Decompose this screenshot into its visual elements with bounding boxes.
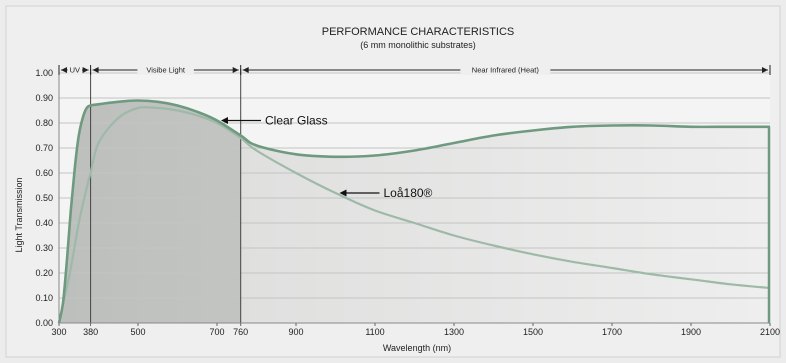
arrow-left-icon <box>242 67 249 73</box>
region-label-bg <box>67 65 82 75</box>
annotation-label: Clear Glass <box>265 114 328 128</box>
region-label-bg <box>460 65 551 75</box>
arrow-right-icon <box>762 67 768 73</box>
infrared-shading <box>240 125 770 323</box>
y-tick-label: 1.00 <box>35 68 53 78</box>
region-label: Visibe Light <box>146 66 186 75</box>
y-tick-label: 0.00 <box>35 318 53 328</box>
y-tick-label: 0.50 <box>35 193 53 203</box>
series-line-clear-glass <box>57 99 770 324</box>
arrow-left-icon <box>339 189 347 197</box>
series-lines <box>57 99 771 324</box>
y-axis-ticks: 0.00 0.10 0.20 0.30 0.40 0.50 0.60 0.70 0.80 0.90… <box>35 68 53 328</box>
region-label: Near Infrared (Heat) <box>472 66 540 75</box>
arrow-left-icon <box>61 67 67 73</box>
x-tick-label: 1500 <box>523 327 543 337</box>
x-tick-label: 760 <box>233 327 248 337</box>
arrow-left-icon <box>92 67 99 73</box>
x-tick-label: 1300 <box>444 327 464 337</box>
y-tick-label: 0.30 <box>35 243 53 253</box>
x-tick-label: 1700 <box>602 327 622 337</box>
x-tick-label: 380 <box>83 327 98 337</box>
x-tick-label: 700 <box>209 327 224 337</box>
y-tick-label: 0.70 <box>35 143 53 153</box>
annotation-label: Loå180® <box>384 186 433 200</box>
y-tick-label: 0.60 <box>35 168 53 178</box>
y-axis-label: Light Transmission <box>14 177 24 252</box>
chart-title: PERFORMANCE CHARACTERISTICS <box>322 26 515 38</box>
x-axis-ticks: 300 380 500 700 760 900 1100 1300 1500 1700 1900 21… <box>51 323 780 337</box>
x-tick-label: 1100 <box>365 327 384 337</box>
x-tick-label: 1900 <box>681 327 701 337</box>
x-tick-label: 900 <box>288 327 303 337</box>
y-tick-label: 0.90 <box>35 93 53 103</box>
y-tick-label: 0.80 <box>35 118 53 128</box>
region-bar: UV Visibe Light Near Infrared (Heat) <box>58 65 771 75</box>
x-tick-label: 300 <box>51 327 66 337</box>
region-label-bg <box>137 65 194 75</box>
chart-subtitle: (6 mm monolithic substrates) <box>360 40 476 50</box>
y-tick-label: 0.20 <box>35 268 53 278</box>
series-line-loe180 <box>57 106 771 324</box>
visible-shading <box>59 100 241 323</box>
x-axis-label: Wavelength (nm) <box>383 343 451 353</box>
arrow-right-icon <box>82 67 89 73</box>
x-tick-label: 500 <box>130 327 145 337</box>
arrow-left-icon <box>221 117 228 124</box>
y-tick-label: 0.10 <box>35 293 53 303</box>
annotations: Clear Glass Loå180® <box>221 114 433 200</box>
arrow-right-icon <box>232 67 239 73</box>
x-tick-label: 2100 <box>760 327 780 337</box>
y-tick-label: 0.40 <box>35 218 53 228</box>
region-label: UV <box>70 66 80 75</box>
